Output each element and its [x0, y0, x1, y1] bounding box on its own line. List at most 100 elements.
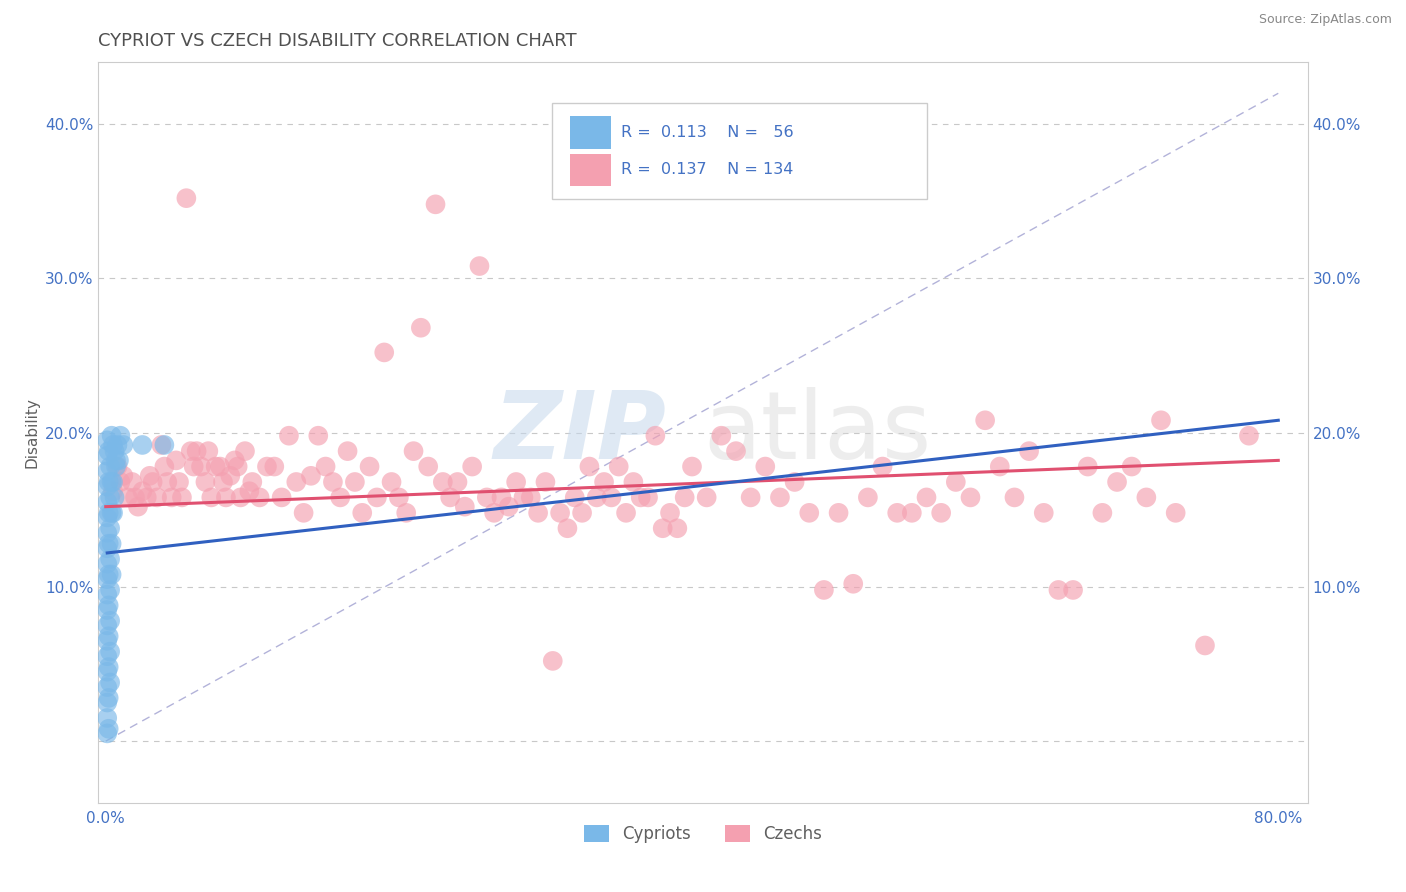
Point — [637, 491, 659, 505]
Point — [97, 444, 120, 458]
Point — [292, 506, 315, 520]
Point — [176, 191, 198, 205]
Point — [380, 475, 402, 489]
Point — [541, 654, 564, 668]
Point — [98, 614, 121, 628]
Point — [359, 459, 381, 474]
Point — [1164, 506, 1187, 520]
Point — [97, 690, 120, 705]
Point — [315, 459, 337, 474]
Legend: Cypriots, Czechs: Cypriots, Czechs — [578, 819, 828, 850]
Point — [96, 696, 118, 710]
Text: Source: ZipAtlas.com: Source: ZipAtlas.com — [1258, 13, 1392, 27]
Point — [204, 459, 226, 474]
Point — [644, 428, 666, 442]
Point — [352, 506, 374, 520]
Point — [97, 599, 120, 613]
Point — [593, 475, 616, 489]
Point — [96, 603, 118, 617]
Point — [96, 572, 118, 586]
Point — [270, 491, 292, 505]
Point — [160, 491, 183, 505]
Point — [167, 475, 190, 489]
Point — [97, 475, 120, 489]
Point — [146, 491, 169, 505]
Point — [278, 428, 301, 442]
Point — [209, 459, 232, 474]
Point — [498, 500, 520, 514]
Point — [190, 459, 212, 474]
Point — [673, 491, 696, 505]
Point — [219, 468, 242, 483]
Point — [754, 459, 776, 474]
Point — [901, 506, 924, 520]
Point — [666, 521, 689, 535]
Point — [135, 491, 157, 505]
Point — [101, 438, 124, 452]
Point — [100, 567, 122, 582]
Point — [107, 438, 129, 452]
Point — [929, 506, 952, 520]
Point — [388, 491, 411, 505]
Point — [827, 506, 849, 520]
Point — [1032, 506, 1054, 520]
Point — [512, 491, 534, 505]
Point — [105, 453, 128, 467]
Point — [1077, 459, 1099, 474]
Text: CYPRIOT VS CZECH DISABILITY CORRELATION CHART: CYPRIOT VS CZECH DISABILITY CORRELATION … — [98, 32, 576, 50]
Point — [534, 475, 557, 489]
Point — [505, 475, 527, 489]
Point — [1135, 491, 1157, 505]
Point — [98, 491, 121, 505]
Point — [97, 660, 120, 674]
Point — [329, 491, 352, 505]
FancyBboxPatch shape — [569, 117, 612, 149]
Point — [96, 434, 118, 448]
Point — [915, 491, 938, 505]
Point — [153, 438, 176, 452]
Point — [96, 464, 118, 478]
Point — [194, 475, 217, 489]
Point — [107, 459, 129, 474]
Point — [1150, 413, 1173, 427]
Point — [409, 320, 432, 334]
Point — [96, 557, 118, 571]
Point — [186, 444, 208, 458]
Point — [105, 459, 128, 474]
Point — [1121, 459, 1143, 474]
Point — [1004, 491, 1026, 505]
Point — [165, 453, 187, 467]
Point — [461, 459, 484, 474]
Point — [299, 468, 322, 483]
Point — [229, 491, 252, 505]
Point — [249, 491, 271, 505]
Point — [238, 484, 260, 499]
Point — [96, 618, 118, 632]
Text: ZIP: ZIP — [494, 386, 666, 479]
Point — [783, 475, 806, 489]
Point — [215, 491, 238, 505]
Point — [307, 428, 329, 442]
Point — [600, 491, 623, 505]
Point — [127, 500, 149, 514]
Point — [1062, 582, 1084, 597]
Point — [98, 645, 121, 659]
Point — [98, 521, 121, 535]
Point — [110, 428, 132, 442]
Text: atlas: atlas — [703, 386, 931, 479]
Point — [98, 582, 121, 597]
Point — [100, 475, 122, 489]
Point — [856, 491, 879, 505]
Point — [769, 491, 792, 505]
Point — [240, 475, 263, 489]
Point — [1194, 639, 1216, 653]
Point — [256, 459, 278, 474]
Point — [710, 428, 733, 442]
Point — [97, 536, 120, 550]
Point — [110, 475, 132, 489]
Point — [183, 459, 205, 474]
Point — [945, 475, 967, 489]
Point — [138, 468, 160, 483]
Point — [322, 475, 344, 489]
Point — [100, 506, 122, 520]
